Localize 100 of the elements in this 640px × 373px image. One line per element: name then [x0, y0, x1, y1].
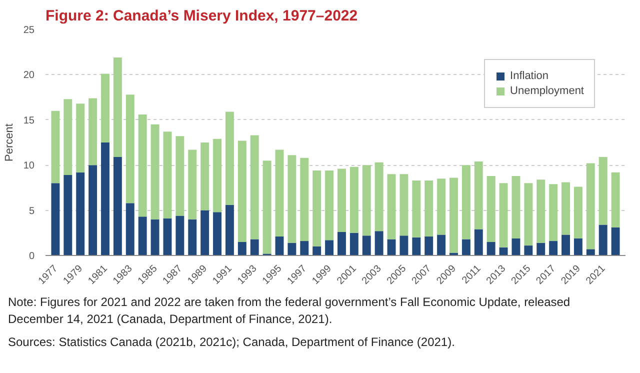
- y-tick-label: 25: [23, 25, 35, 36]
- bar: [138, 114, 147, 217]
- bar: [150, 124, 160, 220]
- bar: [562, 182, 570, 235]
- bar: [126, 203, 134, 256]
- y-tick-label: 15: [23, 115, 35, 126]
- y-axis-title: Percent: [3, 124, 16, 162]
- bar: [225, 204, 234, 256]
- bar: [586, 163, 595, 250]
- bar: [586, 249, 595, 256]
- bar: [574, 186, 582, 238]
- bar: [213, 212, 222, 256]
- bar: [574, 238, 582, 256]
- bar: [437, 178, 446, 235]
- bar: [138, 216, 147, 256]
- bar: [450, 178, 458, 253]
- bar: [424, 236, 434, 256]
- bar: [200, 210, 210, 256]
- bar: [51, 183, 60, 256]
- bar: [387, 239, 396, 256]
- chart-title: Figure 2: Canada’s Misery Index, 1977–2022: [46, 8, 358, 24]
- bar: [126, 94, 134, 204]
- bar: [288, 155, 296, 243]
- bar: [163, 218, 172, 256]
- bar: [462, 165, 470, 240]
- bar: [101, 142, 110, 256]
- bar: [350, 166, 358, 233]
- bar: [562, 234, 570, 256]
- bar: [412, 180, 421, 238]
- bar: [362, 236, 371, 256]
- bar: [598, 156, 608, 225]
- bar: [262, 160, 272, 254]
- bar: [113, 58, 122, 157]
- bar: [275, 150, 284, 237]
- bar: [88, 98, 98, 166]
- y-tick-label: 0: [28, 251, 35, 262]
- bar: [549, 241, 558, 256]
- y-tick-label: 10: [23, 160, 35, 172]
- bar: [76, 104, 85, 172]
- bar: [536, 180, 546, 243]
- bar: [275, 236, 284, 256]
- bar: [611, 172, 620, 228]
- bar: [524, 246, 533, 256]
- bar: [113, 156, 122, 256]
- text: Note: Figures for 2021 and 2022 are taken from the federal government’s Fall Economic Update, released December 14, 2021 (Canada, Department of Finance, 2021).: [8, 294, 572, 328]
- bar: [225, 112, 234, 205]
- bar: [163, 132, 172, 218]
- bar: [200, 142, 210, 210]
- legend-label: Unemployment: [510, 85, 584, 97]
- bar: [536, 242, 546, 256]
- bar: [512, 176, 520, 238]
- bar: [176, 136, 184, 216]
- bar: [611, 227, 620, 256]
- bar: [524, 183, 533, 246]
- bar: [499, 247, 508, 256]
- bar: [288, 242, 296, 256]
- bar: [387, 174, 396, 240]
- bar: [437, 234, 446, 256]
- bar: [88, 165, 98, 256]
- bar: [474, 161, 483, 230]
- bar: [325, 240, 334, 256]
- bar: [238, 140, 246, 242]
- bar: [300, 241, 309, 256]
- bar: [76, 172, 85, 256]
- bar: [362, 165, 371, 236]
- bar: [486, 242, 496, 256]
- y-tick-label: 5: [28, 206, 35, 217]
- bar: [350, 232, 358, 256]
- bar: [474, 229, 483, 256]
- bar: [300, 158, 309, 242]
- bar: [213, 138, 222, 212]
- bar: [51, 110, 60, 184]
- bar: [400, 174, 408, 236]
- bar: [512, 238, 520, 256]
- bar: [250, 135, 259, 240]
- source-note: Sources: Statistics Canada (2021b, 2021c); Canada, Department of Finance (2021).: [8, 334, 455, 352]
- legend-label: Inflation: [510, 70, 549, 82]
- bar: [337, 168, 346, 232]
- bar: [176, 216, 184, 256]
- bar: [549, 184, 558, 242]
- bar: [462, 239, 470, 256]
- bar: [325, 170, 334, 240]
- bar: [374, 162, 384, 232]
- bar: [64, 175, 72, 256]
- bar: [598, 224, 608, 256]
- bar: [188, 150, 197, 220]
- bar: [400, 236, 408, 256]
- y-tick-label: 20: [23, 70, 35, 82]
- bar: [412, 237, 421, 256]
- bar: [312, 170, 322, 246]
- bar: [150, 219, 160, 256]
- bar: [238, 242, 246, 256]
- bar: [337, 232, 346, 256]
- bar: [188, 219, 197, 256]
- bar: [424, 180, 434, 237]
- bar: [486, 176, 496, 242]
- bar: [499, 183, 508, 248]
- bar: [374, 231, 384, 256]
- bar: [312, 246, 322, 256]
- bar: [64, 99, 72, 176]
